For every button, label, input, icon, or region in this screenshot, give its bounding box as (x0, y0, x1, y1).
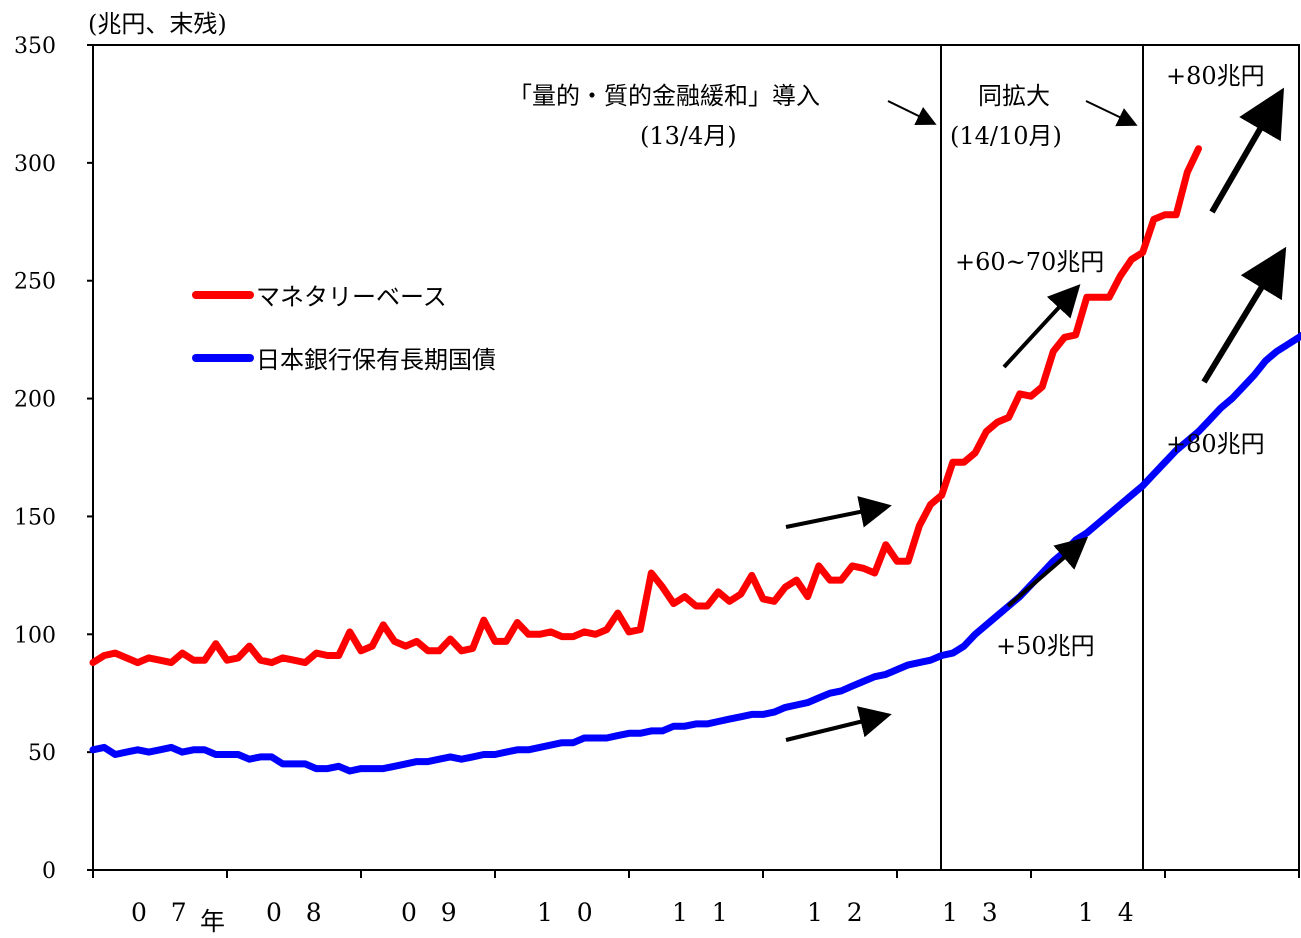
annotation-jgb-plus-80: +80兆円 (1166, 430, 1265, 458)
annotation-mb-plus-80: +80兆円 (1166, 62, 1265, 90)
x-tick-label: 0 9 (401, 898, 457, 927)
series-line-jgb-holdings (89, 331, 1301, 775)
x-tick-label: 1 2 (807, 898, 863, 927)
annotation-jgb-plus-50: +50兆円 (996, 632, 1095, 660)
x-tick-label: 0 7 (131, 898, 187, 927)
plot-frame (92, 44, 1300, 871)
y-tick-label: 350 (14, 34, 56, 59)
x-tick-label: 1 4 (1078, 898, 1134, 927)
trend-arrow-mb-qqe (1002, 284, 1081, 369)
x-tick-label: 1 3 (942, 898, 998, 927)
y-tick-label: 200 (14, 388, 56, 413)
x-tick-label: 1 1 (672, 898, 728, 927)
annotation-expansion-date: (14/10月) (950, 122, 1062, 150)
y-tick-label: 50 (28, 741, 56, 766)
y-tick-label: 150 (14, 505, 56, 530)
legend-label: 日本銀行保有長期国債 (256, 346, 496, 374)
annotation-qqe-intro: 「量的・質的金融緩和」導入 (508, 82, 820, 110)
pointer-arrow-expansion (1085, 100, 1138, 127)
x-tick-label: 1 0 (537, 898, 593, 927)
legend-item-monetary-base: マネタリーベース (192, 277, 447, 312)
trend-arrow-jgb-pre (785, 706, 892, 742)
y-tick-label: 300 (14, 152, 56, 177)
legend-item-jgb-holdings: 日本銀行保有長期国債 (192, 340, 496, 375)
legend-label: マネタリーベース (256, 283, 447, 311)
series-layer (89, 145, 1301, 775)
trend-arrow-mb-pre (785, 496, 892, 529)
annotation-qqe-intro-date: (13/4月) (640, 122, 737, 150)
series-line-monetary-base (89, 145, 1202, 667)
trend-arrow-jgb-qqe (1006, 536, 1089, 608)
trend-arrow-mb-exp (1209, 87, 1285, 214)
legend-swatch-red (192, 290, 254, 299)
annotation-expansion: 同拡大 (978, 82, 1050, 110)
y-tick-label: 250 (14, 270, 56, 295)
unit-label: (兆円、末残) (88, 10, 227, 38)
x-axis-year-mark: 年 (200, 907, 226, 936)
pointer-arrow-qqe-intro (887, 100, 937, 125)
legend-swatch-blue (192, 353, 254, 362)
y-tick-label: 100 (14, 623, 56, 648)
y-tick-label: 0 (42, 859, 56, 884)
y-axis-ticks: 0 50 100 150 200 250 300 350 (14, 34, 93, 884)
trend-arrow-jgb-exp (1201, 246, 1287, 384)
x-tick-label: 0 8 (266, 898, 322, 927)
x-axis-ticks (92, 870, 1300, 878)
annotation-mb-plus-60-70: +60~70兆円 (955, 248, 1105, 276)
